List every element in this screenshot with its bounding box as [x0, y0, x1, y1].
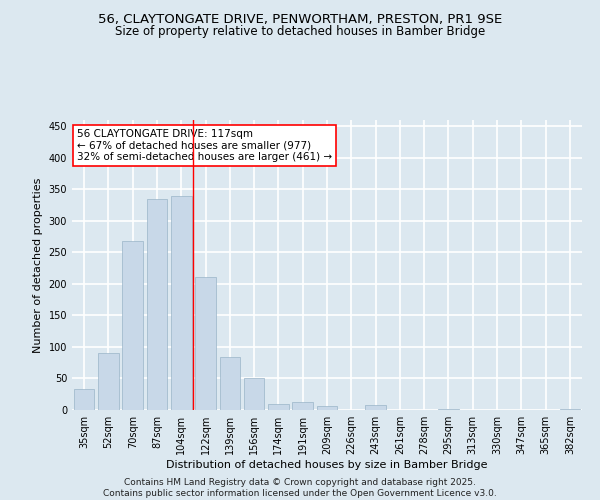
- Bar: [268, 404, 289, 410]
- Text: Contains HM Land Registry data © Crown copyright and database right 2025.
Contai: Contains HM Land Registry data © Crown c…: [103, 478, 497, 498]
- Bar: [98, 352, 119, 410]
- Bar: [292, 402, 313, 410]
- Text: 56 CLAYTONGATE DRIVE: 117sqm
← 67% of detached houses are smaller (977)
32% of s: 56 CLAYTONGATE DRIVE: 117sqm ← 67% of de…: [77, 128, 332, 162]
- Bar: [74, 389, 94, 410]
- Bar: [244, 378, 265, 410]
- Bar: [317, 406, 337, 410]
- Text: Size of property relative to detached houses in Bamber Bridge: Size of property relative to detached ho…: [115, 25, 485, 38]
- Bar: [365, 405, 386, 410]
- Text: 56, CLAYTONGATE DRIVE, PENWORTHAM, PRESTON, PR1 9SE: 56, CLAYTONGATE DRIVE, PENWORTHAM, PREST…: [98, 12, 502, 26]
- Bar: [220, 357, 240, 410]
- X-axis label: Distribution of detached houses by size in Bamber Bridge: Distribution of detached houses by size …: [166, 460, 488, 470]
- Bar: [438, 408, 459, 410]
- Bar: [146, 199, 167, 410]
- Y-axis label: Number of detached properties: Number of detached properties: [33, 178, 43, 352]
- Bar: [195, 277, 216, 410]
- Bar: [122, 241, 143, 410]
- Bar: [171, 196, 191, 410]
